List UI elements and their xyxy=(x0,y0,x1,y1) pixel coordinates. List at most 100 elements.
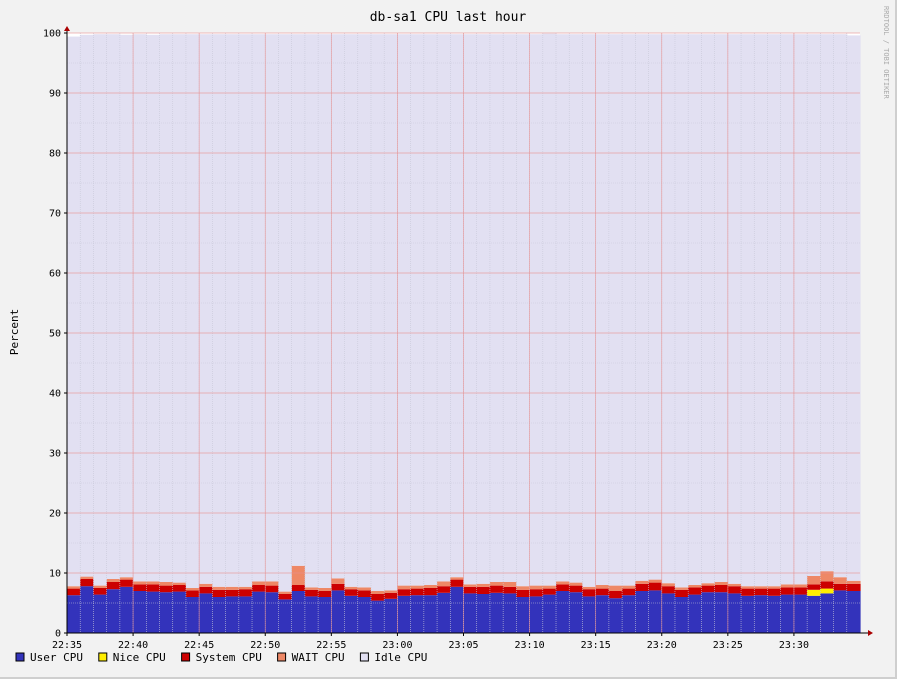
legend-label-wait-cpu: WAIT CPU xyxy=(292,651,345,664)
bar-segment-idle-cpu xyxy=(437,34,451,582)
bar-segment-idle-cpu xyxy=(701,34,716,584)
bar-segment-idle-cpu xyxy=(423,34,438,585)
bar-segment-user-cpu xyxy=(833,590,848,633)
bar-segment-system-cpu xyxy=(212,589,227,597)
x-tick-label: 22:50 xyxy=(250,640,280,651)
y-tick-label: 80 xyxy=(49,149,61,160)
bar-segment-wait-cpu xyxy=(159,582,174,586)
bar-segment-user-cpu xyxy=(807,595,821,633)
bar-segment-user-cpu xyxy=(225,596,240,633)
bar-segment-system-cpu xyxy=(754,588,769,596)
y-tick-label: 50 xyxy=(49,329,61,340)
bar-segment-system-cpu xyxy=(93,588,108,595)
bar-segment-user-cpu xyxy=(727,593,742,633)
bar-segment-system-cpu xyxy=(318,591,332,597)
bar-segment-wait-cpu xyxy=(133,581,147,585)
legend-label-user-cpu: User CPU xyxy=(30,651,83,664)
bar-segment-wait-cpu xyxy=(542,585,557,589)
bar-segment-user-cpu xyxy=(252,591,266,633)
bar-segment-idle-cpu xyxy=(622,34,636,586)
bar-segment-user-cpu xyxy=(146,591,161,633)
bar-segment-system-cpu xyxy=(304,589,319,597)
bar-segment-wait-cpu xyxy=(820,571,835,582)
x-tick-label: 23:10 xyxy=(515,640,545,651)
bar-segment-wait-cpu xyxy=(357,587,372,591)
bar-segment-user-cpu xyxy=(542,594,557,633)
bar-segment-user-cpu xyxy=(384,598,399,633)
bar-segment-system-cpu xyxy=(516,589,531,597)
bar-segment-wait-cpu xyxy=(410,585,425,589)
bar-segment-user-cpu xyxy=(357,597,372,633)
bar-segment-idle-cpu xyxy=(635,34,650,581)
bar-segment-system-cpu xyxy=(595,588,610,596)
y-tick-label: 0 xyxy=(55,629,61,640)
bar-segment-wait-cpu xyxy=(569,582,584,586)
bar-segment-system-cpu xyxy=(463,586,478,594)
y-axis-label: Percent xyxy=(8,309,21,355)
bar-segment-system-cpu xyxy=(225,589,240,597)
bar-segment-idle-cpu xyxy=(265,34,280,582)
bar-segment-system-cpu xyxy=(741,588,755,596)
bar-segment-wait-cpu xyxy=(661,583,676,587)
bar-segment-user-cpu xyxy=(106,589,121,633)
bar-segment-idle-cpu xyxy=(344,34,359,587)
bar-segment-user-cpu xyxy=(741,595,755,633)
bar-segment-idle-cpu xyxy=(199,34,213,584)
bar-segment-idle-cpu xyxy=(172,34,187,583)
bar-segment-nice-cpu xyxy=(807,589,821,596)
bar-segment-system-cpu xyxy=(252,585,266,592)
bar-segment-user-cpu xyxy=(80,586,95,633)
x-tick-label: 23:30 xyxy=(779,640,809,651)
y-axis-arrow-icon xyxy=(64,26,70,31)
bar-segment-user-cpu xyxy=(701,592,716,633)
bar-segment-user-cpu xyxy=(265,592,280,633)
bar-segment-idle-cpu xyxy=(225,34,240,587)
bar-segment-system-cpu xyxy=(556,584,570,591)
bar-segment-system-cpu xyxy=(608,591,623,599)
bar-segment-user-cpu xyxy=(674,597,689,633)
bar-segment-wait-cpu xyxy=(476,583,491,587)
bar-segment-user-cpu xyxy=(344,595,359,633)
bar-segment-system-cpu xyxy=(146,584,161,592)
bar-segment-user-cpu xyxy=(212,597,227,633)
bar-segment-system-cpu xyxy=(199,586,213,594)
bar-segment-user-cpu xyxy=(780,594,795,633)
bar-segment-idle-cpu xyxy=(80,34,95,577)
bar-segment-idle-cpu xyxy=(767,34,782,587)
bar-segment-wait-cpu xyxy=(714,582,729,585)
bar-segment-system-cpu xyxy=(701,585,716,593)
bar-segment-nice-cpu xyxy=(820,588,835,594)
bar-segment-wait-cpu xyxy=(780,584,795,588)
bar-segment-user-cpu xyxy=(688,594,702,633)
legend-swatch-user-cpu xyxy=(15,652,25,662)
bar-segment-system-cpu xyxy=(384,592,399,599)
bar-segment-system-cpu xyxy=(185,590,200,597)
bar-segment-idle-cpu xyxy=(67,36,81,587)
bar-segment-idle-cpu xyxy=(238,34,253,587)
bar-segment-wait-cpu xyxy=(331,578,346,584)
bar-segment-wait-cpu xyxy=(199,583,213,587)
bar-segment-wait-cpu xyxy=(674,587,689,590)
bar-segment-idle-cpu xyxy=(212,34,227,587)
x-tick-label: 23:20 xyxy=(647,640,677,651)
y-tick-label: 70 xyxy=(49,209,61,220)
bar-segment-system-cpu xyxy=(397,589,412,596)
bar-segment-user-cpu xyxy=(185,597,200,633)
bar-segment-user-cpu xyxy=(846,591,861,633)
bar-segment-wait-cpu xyxy=(688,585,702,588)
bar-segment-user-cpu xyxy=(93,594,108,633)
bar-segment-idle-cpu xyxy=(252,34,266,582)
bar-segment-wait-cpu xyxy=(423,585,438,588)
bar-segment-wait-cpu xyxy=(648,579,663,583)
bar-segment-system-cpu xyxy=(357,590,372,597)
y-tick-label: 60 xyxy=(49,269,61,280)
bar-segment-idle-cpu xyxy=(582,34,597,587)
bar-segment-wait-cpu xyxy=(807,576,821,585)
bar-segment-wait-cpu xyxy=(437,581,451,587)
bar-segment-wait-cpu xyxy=(622,585,636,589)
bar-segment-idle-cpu xyxy=(608,34,623,586)
bar-segment-system-cpu xyxy=(727,586,742,594)
bar-segment-system-cpu xyxy=(714,585,729,593)
bar-segment-system-cpu xyxy=(833,583,848,591)
bar-segment-idle-cpu xyxy=(133,34,147,582)
